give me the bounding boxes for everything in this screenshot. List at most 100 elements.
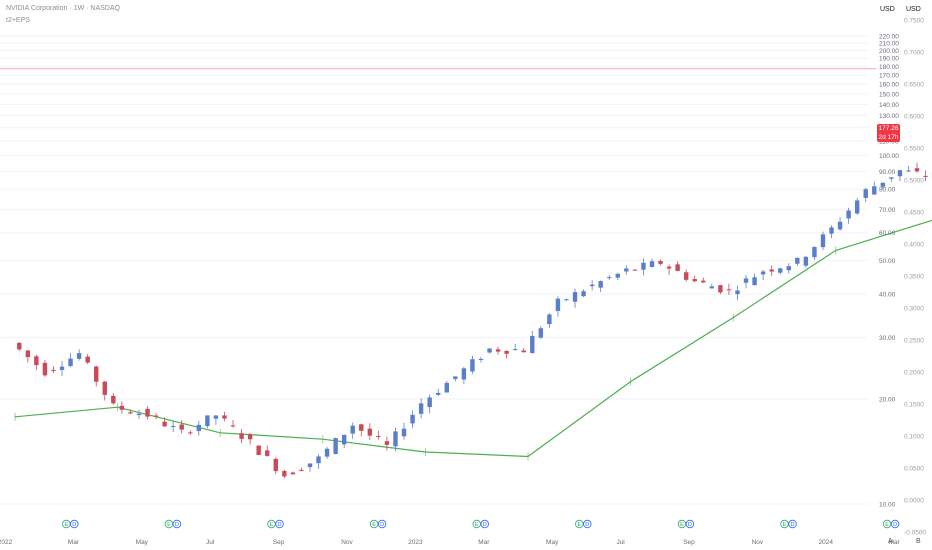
candle-body — [658, 261, 663, 264]
candle-body — [393, 431, 398, 447]
candle-body — [427, 397, 432, 408]
price-tick-label: 180.00 — [879, 64, 899, 71]
eps-tick-label: 0.6500 — [904, 82, 924, 89]
event-marker-label: E — [167, 522, 171, 528]
dividend-marker — [275, 519, 284, 529]
auto-scale-button[interactable]: A — [888, 538, 893, 545]
eps-tick-label: 0.0000 — [904, 498, 924, 505]
candle-body — [906, 170, 911, 172]
candle-body — [897, 170, 903, 177]
currency-right[interactable]: USD — [906, 6, 921, 13]
event-marker-label: D — [380, 522, 384, 528]
candle-body — [290, 472, 296, 475]
candle-body — [316, 456, 321, 464]
price-tick-label: 130.00 — [879, 113, 899, 120]
candle-body — [786, 266, 791, 271]
time-tick-label: May — [136, 539, 149, 546]
candle-body — [196, 424, 202, 431]
time-tick-label: Mar — [478, 539, 490, 546]
event-marker-label: D — [278, 522, 282, 528]
event-markers[interactable]: EDEDEDEDEDEDEDEDEDEDDSEDEDEDEDEDEDE — [62, 508, 932, 529]
candle-body — [42, 362, 48, 376]
price-tick-label: 100.00 — [879, 153, 899, 160]
eps-tick-label: 0.2000 — [904, 370, 924, 377]
candle-body — [880, 182, 886, 187]
log-scale-button[interactable]: B — [916, 538, 921, 545]
price-tick-label: 160.00 — [879, 82, 899, 89]
candlestick-series — [17, 162, 932, 479]
candle-body — [555, 298, 561, 311]
candle-body — [376, 436, 381, 438]
time-tick-label: 2023 — [408, 539, 423, 546]
candle-body — [846, 210, 851, 219]
earnings-marker — [780, 519, 789, 529]
candle-body — [333, 438, 338, 454]
candle-body — [889, 177, 894, 179]
candle-body — [51, 369, 56, 371]
earnings-marker — [575, 519, 584, 529]
candle-body — [512, 349, 518, 351]
candle-body — [17, 342, 22, 350]
time-axis[interactable]: 2022 Mar May Jul Sep Nov 2023 Mar May Jul Sep Nov 20… — [0, 539, 932, 546]
eps-tick-label: 0.7000 — [904, 50, 924, 57]
event-marker-label: E — [577, 522, 581, 528]
candle-body — [709, 286, 715, 289]
candle-body — [829, 227, 834, 234]
candle-body — [299, 469, 304, 471]
candle-body — [837, 221, 843, 230]
candle-body — [547, 314, 552, 325]
event-marker-label: D — [893, 522, 897, 528]
candle-body — [265, 450, 270, 456]
price-tick-label: 90.00 — [879, 169, 896, 176]
candle-body — [436, 392, 441, 395]
bar-countdown: 2d 17h — [878, 134, 899, 141]
current-price-value: 177.26 — [878, 125, 899, 132]
candle-body — [350, 425, 355, 434]
candle-body — [632, 269, 638, 271]
candle-body — [25, 350, 31, 358]
candle-body — [384, 441, 390, 445]
indicator-label[interactable]: t2+EPS — [6, 17, 30, 24]
candle-body — [367, 428, 373, 436]
price-tick-label: 220.00 — [879, 34, 899, 41]
eps-tick-label: 0.3000 — [904, 306, 924, 313]
time-tick-label: Nov — [752, 539, 764, 546]
dividend-marker — [377, 519, 387, 529]
candle-body — [111, 395, 116, 404]
price-tick-label: 190.00 — [879, 56, 899, 63]
event-marker-label: D — [688, 522, 692, 528]
candle-body — [230, 425, 236, 427]
symbol-title[interactable]: NVIDIA Corporation · 1W · NASDAQ — [6, 5, 120, 12]
candle-body — [649, 261, 655, 268]
event-marker-label: D — [483, 522, 487, 528]
candle-body — [495, 349, 501, 352]
time-tick-label: 2024 — [819, 539, 834, 546]
time-tick-label: Jul — [206, 539, 215, 546]
dividend-marker — [890, 519, 900, 529]
candle-body — [85, 356, 90, 363]
price-tick-label: 20.00 — [879, 397, 896, 404]
earnings-marker — [677, 519, 687, 529]
candle-body — [256, 445, 261, 456]
candle-body — [820, 234, 826, 248]
candle-body — [683, 272, 689, 280]
currency-left[interactable]: USD — [880, 6, 895, 13]
candle-body — [68, 358, 73, 367]
candle-body — [589, 284, 595, 287]
price-tick-label: 80.00 — [879, 187, 896, 194]
candle-body — [128, 412, 133, 414]
candle-body — [701, 280, 706, 283]
candle-body — [752, 277, 757, 286]
candle-body — [607, 277, 612, 279]
eps-tick-label: 0.3500 — [904, 274, 924, 281]
price-tick-label: 200.00 — [879, 48, 899, 55]
time-tick-label: Jul — [616, 539, 625, 546]
eps-axis[interactable]: 0.7500 0.7000 0.6500 0.6000 0.5500 0.5000 0.45… — [904, 18, 926, 537]
candle-body — [854, 200, 860, 214]
event-marker-label: D — [791, 522, 795, 528]
candle-body — [179, 424, 184, 430]
chart-grid — [0, 35, 868, 505]
time-tick-label: 2022 — [0, 539, 13, 546]
